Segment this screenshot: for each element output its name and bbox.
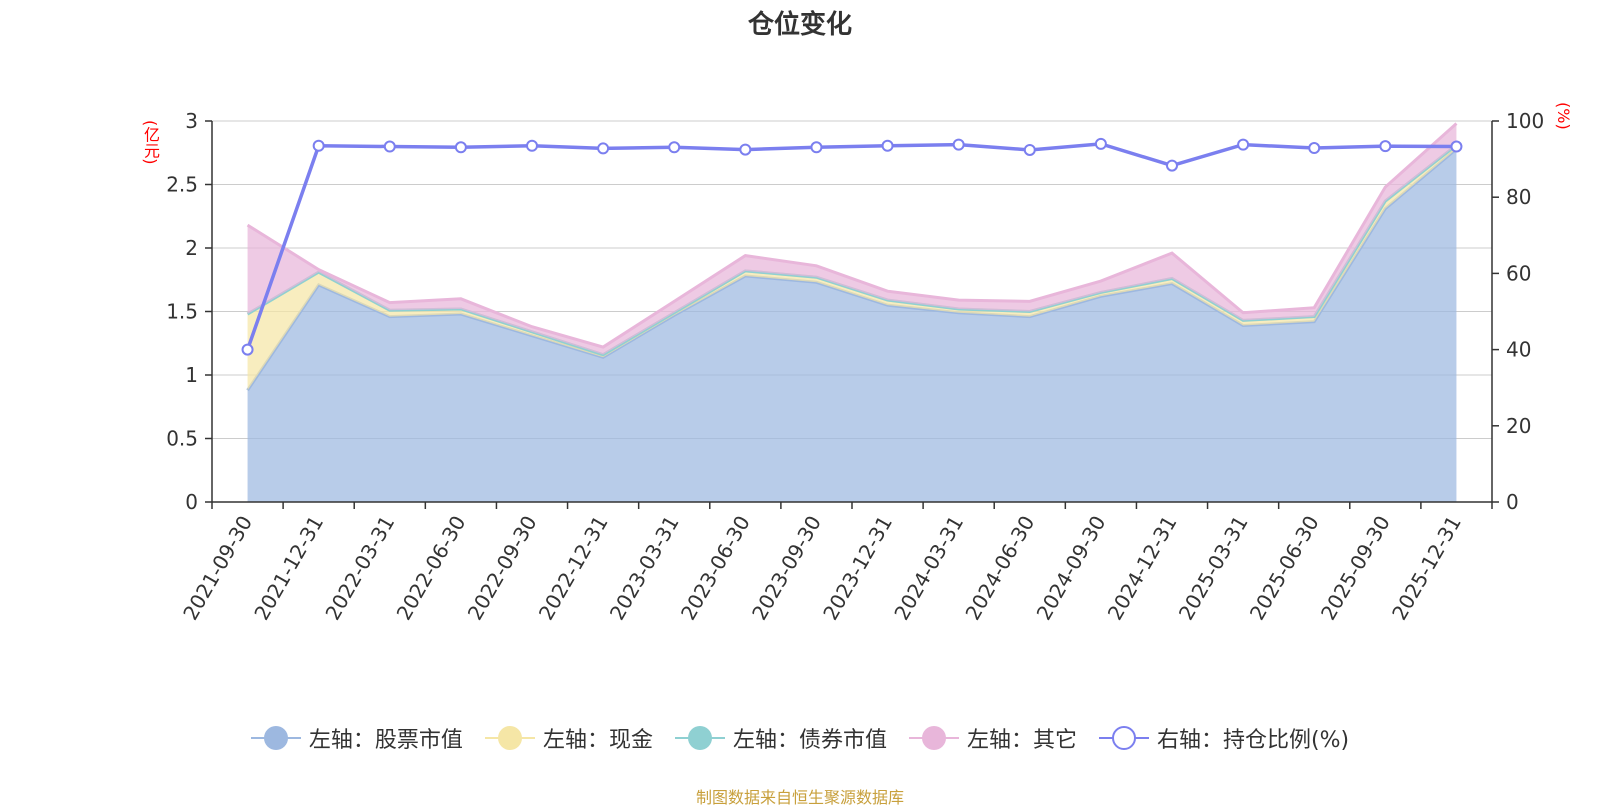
x-tick-label: 2023-03-31 [605,512,684,625]
ratio-point [1237,138,1250,151]
left-tick-label: 3 [185,109,198,133]
legend-label-stock: 左轴：股票市值 [308,728,463,753]
right-axis-unit: (%) [1554,102,1573,130]
ratio-point [1379,140,1392,153]
left-tick-label: 0.5 [166,427,198,451]
x-tick-label: 2022-06-30 [392,512,471,625]
right-tick-label: 100 [1506,109,1544,133]
ratio-point [1094,137,1107,150]
ratio-point [1308,142,1321,155]
x-tick-label: 2023-12-31 [818,512,897,625]
x-tick-label: 2025-09-30 [1316,512,1395,625]
legend-swatch-other [908,726,959,750]
area-stock [247,148,1457,502]
left-axis-unit: (亿元) [141,120,160,165]
x-tick-label: 2023-09-30 [747,512,826,625]
legend-swatch-bond [674,726,725,750]
right-tick-label: 60 [1506,261,1531,285]
ratio-point [1023,143,1036,156]
ratio-point [526,139,538,152]
left-tick-label: 1 [185,363,198,387]
ratio-point [739,143,752,156]
x-tick-label: 2024-06-30 [960,512,1039,625]
ratio-point [952,138,965,151]
legend-item-ratio[interactable]: 右轴：持仓比例(%) [1098,722,1350,754]
x-tick-label: 2022-12-31 [534,512,613,625]
ratio-point [668,141,681,154]
right-tick-label: 40 [1506,338,1531,362]
chart-title: 仓位变化 [747,10,852,40]
legend-item-other[interactable]: 左轴：其它 [908,722,1077,754]
x-tick-label: 2021-09-30 [178,512,257,625]
ratio-point [597,142,610,155]
x-tick-label: 2021-12-31 [249,512,328,625]
left-tick-label: 2 [185,236,198,260]
left-tick-label: 0 [185,490,198,514]
x-tick-label: 2024-12-31 [1103,512,1182,625]
x-tick-label: 2025-06-30 [1245,512,1324,625]
ratio-point [312,139,325,152]
x-tick-label: 2025-12-31 [1387,512,1466,625]
legend-swatch-ratio [1098,726,1149,750]
data-source-note: 制图数据来自恒生聚源数据库 [695,788,904,807]
ratio-point [881,139,894,152]
ratio-point [454,141,467,154]
legend-label-other: 左轴：其它 [966,728,1077,753]
x-tick-label: 2022-03-31 [320,512,399,625]
left-tick-label: 2.5 [166,173,198,197]
ratio-point [810,141,823,154]
legend-label-ratio: 右轴：持仓比例(%) [1156,728,1350,753]
ratio-point [1166,159,1178,172]
area-edge-other [246,122,1458,349]
legend-label-cash: 左轴：现金 [542,728,653,753]
x-tick-label: 2023-06-30 [676,512,755,625]
right-tick-label: 20 [1506,414,1531,438]
x-tick-label: 2024-03-31 [889,512,968,625]
right-tick-label: 80 [1506,185,1531,209]
x-tick-label: 2022-09-30 [463,512,542,625]
legend-label-bond: 左轴：债券市值 [732,728,887,753]
ratio-line [245,142,1457,351]
right-tick-label: 0 [1506,490,1519,514]
legend-item-stock[interactable]: 左轴：股票市值 [250,722,463,754]
ratio-point [383,140,396,153]
legend-swatch-stock [250,726,301,750]
legend-item-cash[interactable]: 左轴：现金 [484,722,653,754]
legend-item-bond[interactable]: 左轴：债券市值 [674,722,887,754]
ratio-point [1450,140,1463,153]
left-tick-label: 1.5 [166,300,198,324]
x-tick-label: 2024-09-30 [1032,512,1111,625]
chart-legend: 左轴：股票市值 左轴：现金 左轴：债券市值 左轴：其它 右轴：持仓比例(%) [0,722,1600,754]
x-tick-label: 2025-03-31 [1174,512,1253,625]
ratio-point [241,343,254,356]
legend-swatch-cash [484,726,535,750]
